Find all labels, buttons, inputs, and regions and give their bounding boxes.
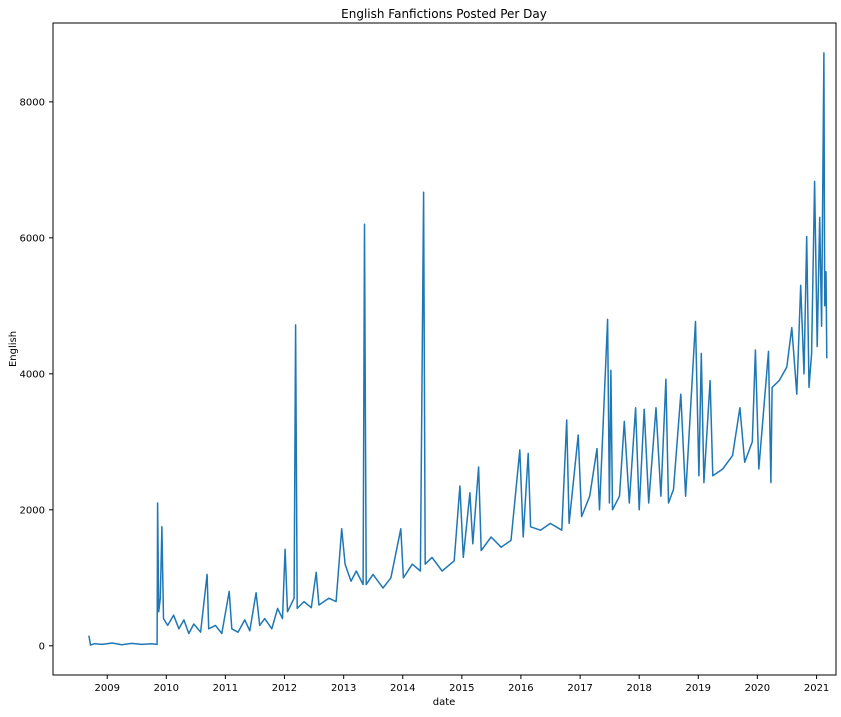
y-axis: 0 2000 4000 6000 8000 (20, 97, 53, 652)
x-tick-label: 2011 (213, 683, 238, 694)
x-tick-label: 2014 (390, 683, 415, 694)
chart-title: English Fanfictions Posted Per Day (341, 7, 547, 21)
x-tick-label: 2019 (686, 683, 711, 694)
x-axis: 2009 2010 2011 2012 2013 2014 2015 2016 2017 2018… (94, 675, 829, 694)
x-tick-label: 2020 (745, 683, 770, 694)
x-tick-label: 2018 (626, 683, 651, 694)
y-tick-label: 4000 (20, 369, 45, 380)
y-axis-label: English (8, 331, 19, 367)
x-tick-label: 2017 (567, 683, 592, 694)
y-tick-label: 2000 (20, 505, 45, 516)
x-tick-label: 2010 (154, 683, 179, 694)
x-tick-label: 2021 (804, 683, 829, 694)
x-tick-label: 2016 (508, 683, 533, 694)
y-tick-label: 8000 (20, 97, 45, 108)
series-line (88, 52, 828, 646)
x-tick-label: 2013 (331, 683, 356, 694)
series-layer (88, 52, 828, 646)
x-tick-label: 2009 (94, 683, 119, 694)
y-tick-label: 0 (39, 641, 45, 652)
y-tick-label: 6000 (20, 233, 45, 244)
plot-frame (52, 22, 837, 676)
x-tick-label: 2012 (272, 683, 297, 694)
plot-area (52, 22, 837, 676)
x-tick-label: 2015 (449, 683, 474, 694)
x-axis-label: date (433, 697, 456, 708)
